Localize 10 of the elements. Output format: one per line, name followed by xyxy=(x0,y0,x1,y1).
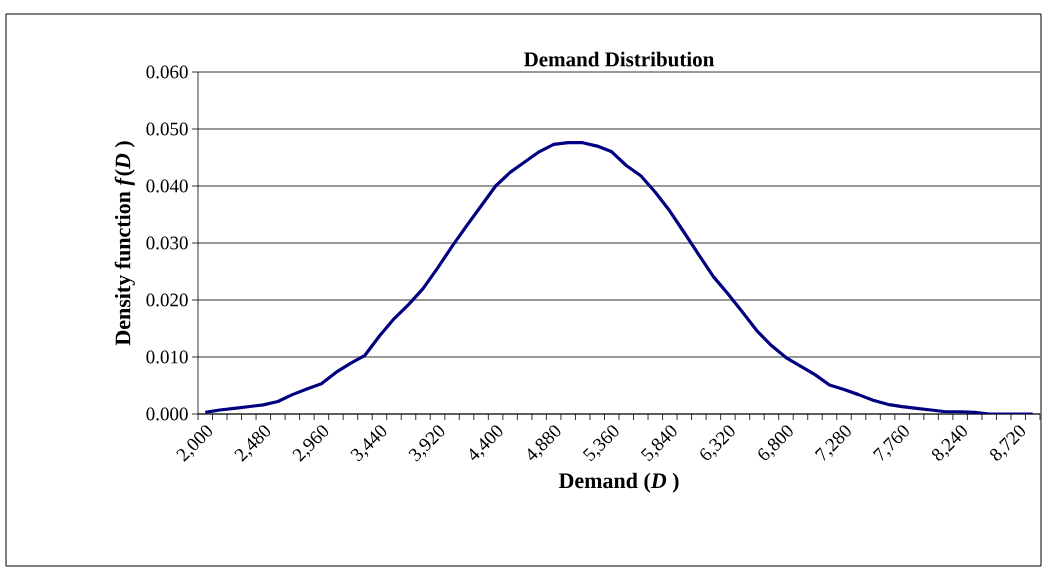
y-tick-label: 0.030 xyxy=(146,236,188,250)
y-tick-label: 0.010 xyxy=(146,350,188,364)
y-tick-label: 0.050 xyxy=(146,122,188,136)
y-tick-label: 0.060 xyxy=(146,65,188,79)
y-tick-label: 0.040 xyxy=(146,179,188,193)
x-axis-title: Demand (D ) xyxy=(558,472,679,493)
y-axis-title: Density function f(D ) xyxy=(114,141,135,346)
y-tick-label: 0.020 xyxy=(146,293,188,307)
chart-title: Demand Distribution xyxy=(523,51,715,67)
y-tick-label: 0.000 xyxy=(146,407,188,421)
